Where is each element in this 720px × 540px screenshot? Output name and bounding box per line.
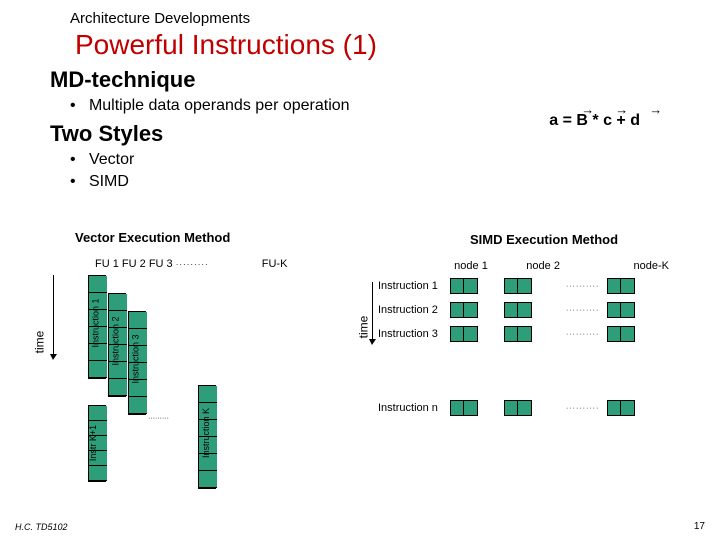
bullet-vector: • Vector [70,151,700,169]
node-box-pair [607,278,635,294]
vector-method-title: Vector Execution Method [75,230,230,245]
node-header-row: node 1 node 2 node-K [450,260,672,272]
instruction-label: Instruction 1 [378,280,450,292]
bullet-simd-text: SIMD [89,173,129,190]
instruction-column: Instruction 3 [128,311,146,415]
node-box-pair [504,400,532,416]
footer-left: H.C. TD5102 [15,522,68,532]
fu-label: FU-K [262,258,288,270]
node-box-pair [450,278,478,294]
dots-icon: ········· [176,260,209,269]
section-md: MD-technique [50,67,700,93]
fu-row: FU 1 FU 2 FU 3 ········· FU-K [95,258,287,270]
subtitle: Architecture Developments [70,10,700,27]
simd-instruction-row: Instruction 3 ·········· [378,326,672,342]
simd-instruction-row: Instruction 1 ·········· [378,278,672,294]
title: Powerful Instructions (1) [75,29,700,61]
node-box-pair [450,302,478,318]
instruction-column: Instruction K [198,385,216,489]
node-box-pair [504,326,532,342]
arrow-icon: → [649,102,662,117]
instruction-label: Instruction 3 [131,334,141,383]
slide: Architecture Developments Powerful Instr… [0,0,720,540]
node-box-pair [504,278,532,294]
instruction-column: Instruction 2 [108,293,126,397]
instruction-label: Instruction 2 [378,304,450,316]
instruction-label: Instruction n [378,402,450,414]
dots-icon: ········· [148,415,169,422]
instruction-label: Instruction K [201,408,211,458]
arrow-icon: → [581,102,594,117]
bullet-md-text: Multiple data operands per operation [89,97,350,114]
instruction-label: Instruction 1 [91,298,101,347]
dots-icon: ·········· [566,331,599,338]
node-label: node-K [630,260,672,272]
node-box-pair [607,302,635,318]
arrow-icon: → [615,102,628,117]
fu-label: FU 3 [149,258,173,270]
node-box-pair [450,326,478,342]
node-box-pair [450,400,478,416]
instruction-label: Instruction 2 [111,316,121,365]
time-label: time [32,331,46,354]
instruction-column: Instr K+1 [88,405,106,482]
node-label: node 2 [522,260,564,272]
fu-label: FU 2 [122,258,146,270]
time-arrow-icon [53,275,54,355]
dots-icon: ·········· [566,283,599,290]
node-box-pair [504,302,532,318]
simd-diagram: time node 1 node 2 node-K Instruction 1·… [378,260,672,424]
equation: → → → a = B * c + d [549,112,640,130]
simd-method-title: SIMD Execution Method [470,232,618,247]
dots-icon: ·········· [566,307,599,314]
simd-instruction-row: Instruction n ·········· [378,400,672,416]
dots-icon: ·········· [566,405,599,412]
time-arrow-icon [372,282,373,340]
instruction-column: Instruction 1 [88,275,106,379]
node-box-pair [607,400,635,416]
node-box-pair [607,326,635,342]
simd-instruction-row: Instruction 2 ·········· [378,302,672,318]
bullet-vector-text: Vector [89,151,134,168]
time-label: time [356,316,370,339]
instruction-label: Instruction 3 [378,328,450,340]
instruction-label: Instr K+1 [88,425,98,461]
fu-label: FU 1 [95,258,119,270]
footer-right: 17 [694,521,705,532]
node-label: node 1 [450,260,492,272]
bullet-simd: • SIMD [70,173,700,191]
